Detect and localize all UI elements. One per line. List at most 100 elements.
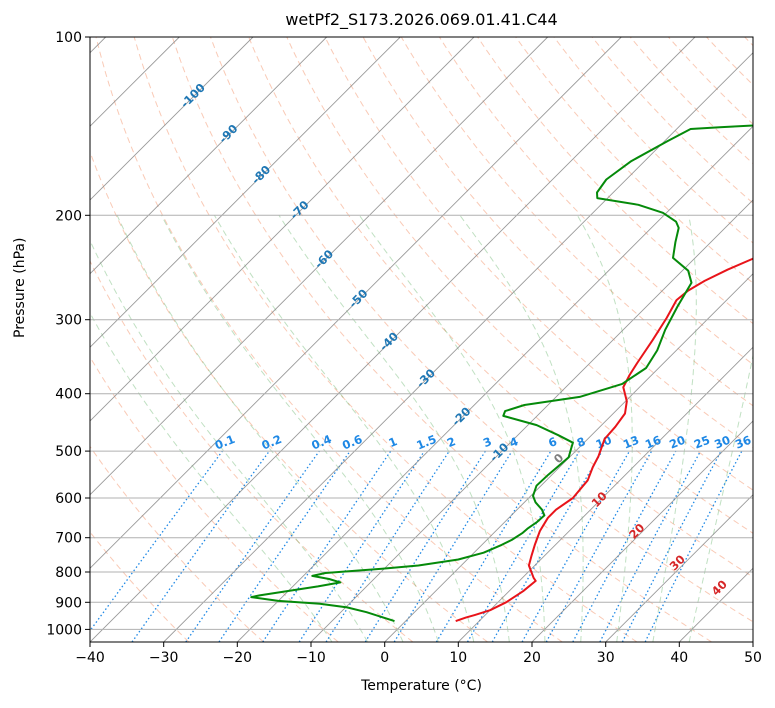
moist-adiabat-line	[90, 239, 369, 642]
y-tick-label: 200	[55, 208, 82, 224]
mixing-ratio-label: 4	[507, 434, 520, 450]
mixing-ratio-line	[572, 450, 677, 642]
dry-adiabat-line	[210, 37, 753, 623]
isotherm-line	[605, 494, 753, 642]
isotherm-line	[310, 199, 753, 642]
dry-adiabat-line	[553, 37, 753, 244]
chart-title: wetPf2_S173.2026.069.01.41.C44	[285, 10, 558, 29]
dry-adiabat-line	[95, 37, 563, 642]
mixing-ratio-label: 16	[643, 433, 663, 452]
isotherm-label: -40	[377, 329, 402, 354]
x-tick-label: 0	[380, 650, 389, 666]
x-tick-label: 10	[449, 650, 467, 666]
y-tick-label: 100	[55, 30, 82, 46]
isotherm-line	[90, 37, 328, 275]
mixing-ratio-line	[90, 450, 223, 632]
dry-adiabats	[90, 37, 753, 642]
dry-adiabat-line	[90, 445, 264, 642]
mixing-ratio-label: 13	[621, 433, 641, 452]
mixing-ratio-label: 1	[386, 434, 399, 450]
zero-label: 0	[551, 451, 567, 467]
isotherms	[90, 37, 753, 642]
moist-adiabat-line	[459, 215, 584, 642]
cape-label: 30	[667, 552, 688, 573]
moist-adiabat-line	[358, 215, 546, 642]
mixing-ratio-label: 1.5	[414, 432, 438, 453]
dry-adiabat-line	[90, 356, 339, 642]
mixing-ratio-line	[185, 450, 320, 642]
mixing-ratio-label: 8	[575, 434, 588, 450]
mixing-ratio-label: 30	[712, 433, 732, 452]
mixing-ratio-label: 0.1	[213, 432, 237, 453]
mixing-ratio-label: 25	[692, 433, 712, 452]
dry-adiabat-line	[171, 37, 712, 642]
mixing-ratio-line	[131, 450, 270, 642]
isotherm-line	[457, 346, 753, 642]
temperature-line	[455, 257, 753, 623]
isotherm-line	[531, 420, 753, 642]
isotherm-label: -20	[449, 404, 474, 429]
y-tick-label: 700	[55, 531, 82, 547]
mixing-ratio-label: 0.6	[340, 432, 364, 453]
moist-adiabats	[90, 215, 753, 642]
isotherm-label: -50	[346, 286, 371, 311]
x-tick-label: −20	[223, 650, 253, 666]
mixing-ratio-label: 0.2	[260, 432, 284, 453]
y-tick-label: 600	[55, 491, 82, 507]
mixing-ratio-line	[298, 450, 425, 642]
mixing-ratio-line	[325, 450, 450, 642]
mixing-ratio-label: 36	[733, 433, 753, 452]
mixing-ratio-line	[521, 450, 631, 642]
isotherm-line	[163, 52, 753, 642]
dry-adiabat-line	[591, 37, 753, 204]
isotherm-line	[90, 37, 549, 496]
mixing-ratio-label: 3	[481, 434, 494, 450]
pressure-gridlines	[90, 37, 753, 630]
isotherm-line	[90, 37, 696, 642]
x-tick-label: −10	[296, 650, 326, 666]
isotherm-line	[752, 641, 753, 642]
x-tick-label: −40	[75, 650, 105, 666]
dry-adiabat-line	[133, 37, 638, 642]
mixing-ratio-line	[599, 450, 702, 642]
y-tick-label: 900	[55, 595, 82, 611]
isotherm-line	[384, 273, 753, 642]
x-axis-label: Temperature (°C)	[361, 678, 482, 694]
isotherm-label: -100	[178, 80, 208, 110]
y-tick-label: 1000	[46, 622, 82, 638]
dry-adiabat-line	[324, 37, 753, 491]
x-tick-label: −30	[149, 650, 179, 666]
dewpoint-line	[250, 124, 753, 623]
moist-adiabat-line	[278, 215, 510, 642]
mixing-ratio-label: 20	[667, 433, 687, 452]
mixing-ratio-line	[545, 450, 653, 642]
isotherm-label: -80	[249, 162, 274, 187]
x-tick-label: 50	[744, 650, 762, 666]
moist-adiabat-line	[688, 353, 753, 642]
isotherm-label: -70	[287, 198, 312, 223]
moist-adiabat-line	[652, 215, 697, 642]
moist-adiabat-line	[161, 215, 439, 642]
x-tick-label: 30	[597, 650, 615, 666]
isotherm-line	[90, 37, 622, 569]
axes: −40 −30 −20 −10 0 10 20 30 40 5010020030040050060…	[46, 30, 762, 666]
dry-adiabat-line	[90, 150, 488, 642]
moist-adiabat-line	[213, 215, 475, 642]
cape-label: 20	[626, 521, 647, 542]
line-labels: 0.1 0.2 0.4 0.6 1 1.5 2 3 4 6 8 10 13 16 20 25 30 36-100-…	[178, 80, 753, 598]
mixing-ratio-lines	[90, 450, 743, 642]
mixing-ratio-line	[262, 450, 392, 642]
dry-adiabat-line	[248, 37, 753, 578]
isotherm-label: -90	[216, 121, 241, 146]
isotherm-label: -30	[413, 366, 438, 391]
dry-adiabat-line	[515, 37, 753, 284]
moist-adiabat-line	[90, 311, 333, 642]
isotherm-label: -60	[312, 247, 337, 272]
dry-adiabat-line	[90, 531, 190, 642]
isotherm-line	[90, 37, 475, 422]
mixing-ratio-line	[364, 450, 486, 642]
mixing-ratio-label: 0.4	[309, 432, 333, 453]
isotherm-line	[236, 125, 753, 642]
moist-adiabat-line	[576, 215, 633, 642]
